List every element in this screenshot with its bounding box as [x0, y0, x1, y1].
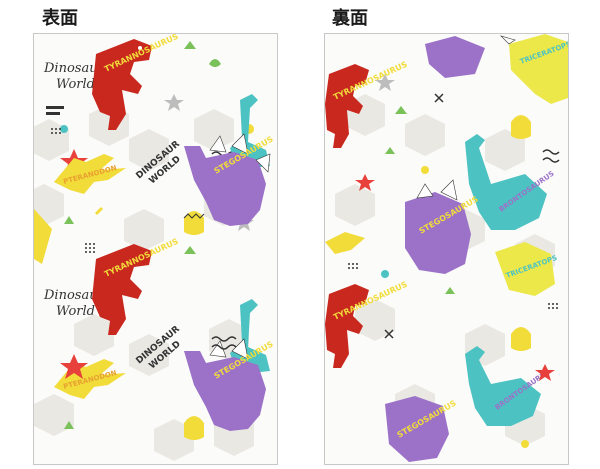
triceratops-illustration: TRICERATOPS — [499, 34, 568, 104]
logo-line2: World — [56, 77, 95, 92]
back-label: 裏面 — [332, 8, 368, 29]
stegosaurus-back-illustration: STEGOSAURUS — [405, 179, 480, 274]
front-pattern-panel: Dinosaur World TYRANNOSAURUS — [33, 33, 278, 465]
front-label: 表面 — [42, 8, 78, 29]
logo-line2-repeat: World — [56, 304, 95, 319]
pteranodon-illustration: PTERANODON — [54, 154, 126, 194]
back-pattern-image: TYRANNOSAURUS TRICERATOPS BRONTOSAURUS S… — [325, 34, 568, 462]
dinosaur-world-logo: Dinosaur World — [43, 61, 105, 92]
logo-line1: Dinosaur — [43, 61, 105, 76]
logo-line1-repeat: Dinosaur — [43, 288, 105, 303]
back-pattern-panel: TYRANNOSAURUS TRICERATOPS BRONTOSAURUS S… — [324, 33, 569, 465]
stego-back-top — [425, 36, 485, 78]
front-pattern-image: Dinosaur World TYRANNOSAURUS — [34, 34, 275, 461]
trex-back-illustration — [325, 64, 369, 148]
